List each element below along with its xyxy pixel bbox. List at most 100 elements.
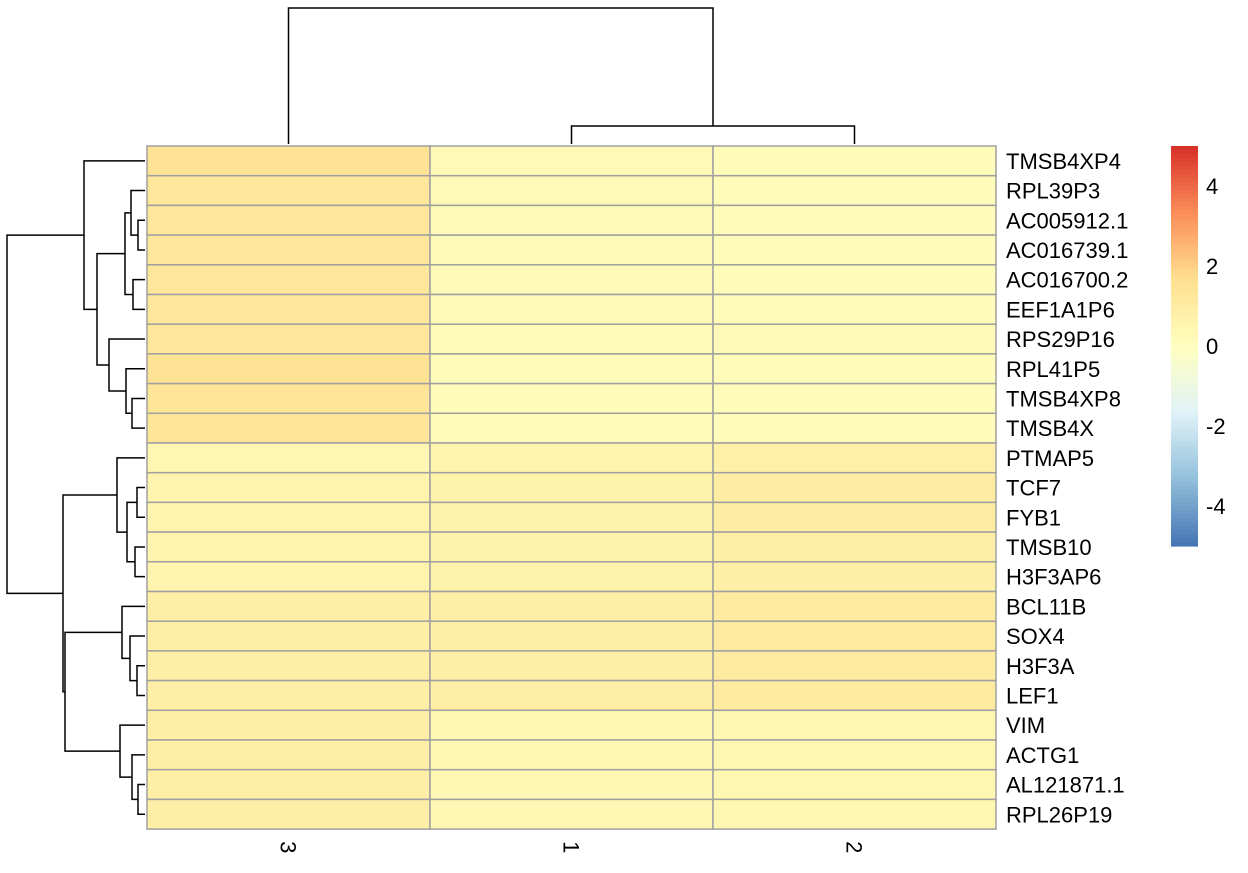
legend-color-step [1171, 522, 1198, 527]
heatmap-cell [712, 382, 997, 415]
legend-color-step [1171, 350, 1198, 355]
legend-color-step [1171, 222, 1198, 227]
legend-color-step [1171, 390, 1198, 395]
row-label: TMSB4XP4 [1006, 149, 1121, 174]
legend-tick-label: -4 [1206, 494, 1226, 519]
legend-color-step [1171, 170, 1198, 175]
legend-color-step [1171, 278, 1198, 283]
column-dendrogram [287, 7, 856, 144]
dendrogram-branch [6, 234, 84, 595]
legend-color-step [1171, 242, 1198, 247]
row-label: LEF1 [1006, 683, 1059, 708]
legend-color-step [1171, 526, 1198, 531]
legend-color-step [1171, 470, 1198, 475]
heatmap-cell [712, 561, 997, 593]
dendrogram-branch [64, 631, 122, 752]
row-label: FYB1 [1006, 505, 1061, 530]
legend-color-step [1171, 238, 1198, 243]
heatmap-cell [712, 412, 997, 444]
legend-color-step [1171, 226, 1198, 231]
legend-color-step [1171, 254, 1198, 259]
legend-color-step [1171, 198, 1198, 203]
heatmap-cell [429, 145, 714, 177]
legend-color-step [1171, 458, 1198, 463]
row-label: AC016739.1 [1006, 238, 1128, 263]
heatmap-cell [712, 353, 997, 385]
column-label: 2 [842, 841, 867, 853]
legend-color-step [1171, 362, 1198, 367]
heatmap-cell [712, 501, 997, 533]
heatmap-cell [429, 293, 714, 325]
legend-color-step [1171, 294, 1198, 299]
legend-color-step [1171, 274, 1198, 279]
heatmap-cell [712, 293, 997, 325]
legend-color-step [1171, 370, 1198, 375]
dendrogram-branch [136, 665, 145, 697]
row-labels: TMSB4XP4 RPL39P3 AC005912.1 AC016739.1 AC016… [1006, 149, 1128, 827]
heatmap-cell [146, 501, 431, 533]
legend-color-step [1171, 286, 1198, 291]
legend-tick-labels: 4 2 0 -2 -4 [1206, 174, 1226, 519]
legend-color-step [1171, 230, 1198, 235]
legend-color-step [1171, 386, 1198, 391]
column-label: 1 [559, 841, 584, 853]
heatmap-cell [146, 293, 431, 325]
row-label: TMSB10 [1006, 535, 1092, 560]
heatmap-cell [429, 264, 714, 296]
row-label: EEF1A1P6 [1006, 297, 1115, 322]
heatmap-cell [712, 174, 997, 207]
legend-color-step [1171, 490, 1198, 495]
legend-color-step [1171, 306, 1198, 311]
heatmap-cell [712, 620, 997, 652]
heatmap-cell [429, 442, 714, 474]
heatmap-cell [712, 739, 997, 771]
dendrogram-branch [96, 252, 125, 366]
legend-color-step [1171, 478, 1198, 483]
legend-color-step [1171, 518, 1198, 523]
heatmap-cell [429, 382, 714, 415]
legend-color-step [1171, 314, 1198, 319]
heatmap-cell [712, 590, 997, 622]
legend-color-step [1171, 206, 1198, 211]
heatmap-cells [146, 145, 997, 830]
heatmap-cell [429, 620, 714, 652]
heatmap-cell [146, 739, 431, 771]
heatmap-cell [146, 709, 431, 741]
legend-color-step [1171, 394, 1198, 399]
legend-color-step [1171, 474, 1198, 479]
heatmap-cell [712, 798, 997, 830]
legend-color-step [1171, 454, 1198, 459]
legend-color-step [1171, 190, 1198, 195]
dendrogram-branch [137, 219, 145, 251]
legend-color-step [1171, 498, 1198, 503]
heatmap-cell [146, 561, 431, 593]
legend-color-step [1171, 334, 1198, 339]
row-label: RPL41P5 [1006, 357, 1100, 382]
heatmap-cell [429, 768, 714, 801]
legend-color-step [1171, 494, 1198, 499]
heatmap-cell [146, 531, 431, 563]
heatmap-cell [429, 323, 714, 355]
legend-color-step [1171, 150, 1198, 155]
row-label: SOX4 [1006, 624, 1065, 649]
heatmap-cell [429, 501, 714, 533]
legend-color-step [1171, 270, 1198, 275]
legend-color-step [1171, 446, 1198, 451]
row-label: H3F3AP6 [1006, 565, 1101, 590]
heatmap-cell [146, 768, 431, 801]
legend-color-step [1171, 402, 1198, 407]
legend-color-step [1171, 154, 1198, 159]
legend-color-step [1171, 426, 1198, 431]
dendrogram-branch [287, 7, 714, 144]
heatmap-cell [146, 264, 431, 296]
heatmap-cell [712, 204, 997, 236]
row-label: RPL26P19 [1006, 802, 1112, 827]
legend-color-step [1171, 486, 1198, 491]
dendrogram-branch [108, 338, 145, 392]
legend-color-step [1171, 234, 1198, 239]
heatmap-cell [146, 353, 431, 385]
row-label: H3F3A [1006, 654, 1075, 679]
dendrogram-branch [116, 457, 145, 533]
legend-color-step [1171, 378, 1198, 383]
heatmap-cell [429, 679, 714, 712]
